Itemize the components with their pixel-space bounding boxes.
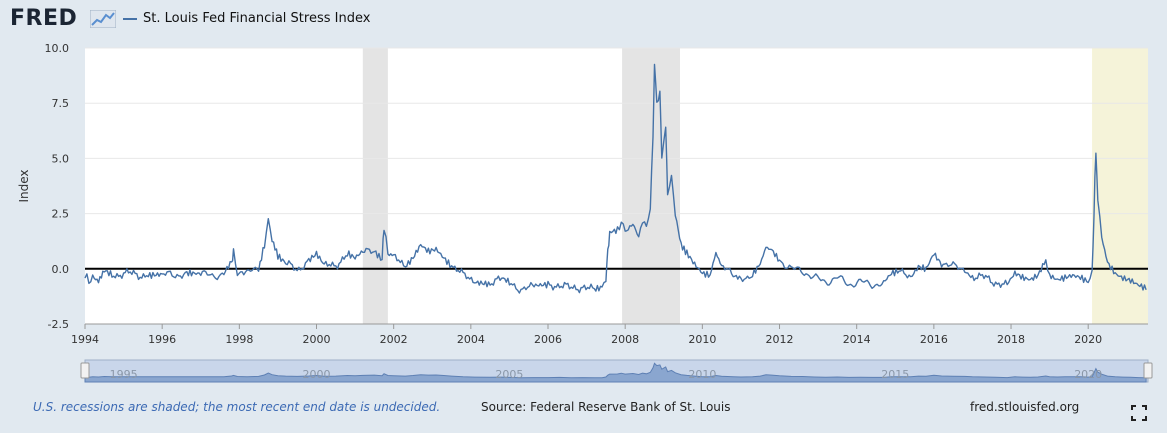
xtick-label-8: 2010: [688, 333, 716, 346]
xtick-label-13: 2020: [1074, 333, 1102, 346]
ytick-label-3: 5.0: [52, 152, 70, 165]
xtick-label-11: 2016: [920, 333, 948, 346]
navigator-handle-left[interactable]: [80, 362, 90, 379]
ytick-label-0: -2.5: [48, 318, 69, 331]
ytick-label-1: 0.0: [52, 263, 70, 276]
navigator-series: [84, 362, 1147, 383]
navigator-tick-5: 2020: [1074, 368, 1102, 381]
fred-logo[interactable]: FRED: [10, 6, 78, 31]
navigator-tick-4: 2015: [881, 368, 909, 381]
y-axis-label: Index: [17, 169, 31, 202]
source-text: Source: Federal Reserve Bank of St. Loui…: [481, 400, 731, 414]
xtick-label-0: 1994: [71, 333, 99, 346]
xtick-label-12: 2018: [997, 333, 1025, 346]
ytick-label-5: 10.0: [45, 42, 70, 55]
navigator-tick-2: 2005: [495, 368, 523, 381]
xtick-label-3: 2000: [303, 333, 331, 346]
xtick-label-9: 2012: [766, 333, 794, 346]
fullscreen-icon[interactable]: [1131, 405, 1147, 421]
recession-note: U.S. recessions are shaded; the most rec…: [33, 400, 441, 414]
xtick-label-5: 2004: [457, 333, 485, 346]
xtick-label-7: 2008: [611, 333, 639, 346]
navigator-handle-right[interactable]: [1143, 362, 1153, 379]
fred-graph-icon: [90, 10, 116, 28]
xtick-label-10: 2014: [843, 333, 871, 346]
navigator-tick-3: 2010: [688, 368, 716, 381]
xtick-label-2: 1998: [225, 333, 253, 346]
legend-label: St. Louis Fed Financial Stress Index: [143, 11, 371, 26]
navigator-tick-0: 1995: [110, 368, 138, 381]
site-link[interactable]: fred.stlouisfed.org: [970, 400, 1080, 414]
series-line: [84, 63, 1147, 294]
recession-band-2: [1092, 48, 1148, 324]
recession-band-0: [362, 48, 388, 324]
legend-swatch: [123, 17, 137, 20]
navigator-tick-1: 2000: [303, 368, 331, 381]
ytick-label-4: 7.5: [52, 97, 70, 110]
ytick-label-2: 2.5: [52, 208, 70, 221]
xtick-label-4: 2002: [380, 333, 408, 346]
xtick-label-1: 1996: [148, 333, 176, 346]
xtick-label-6: 2006: [534, 333, 562, 346]
chart-header: FRED St. Louis Fed Financial Stress Inde…: [0, 0, 1167, 38]
plot-area: [85, 48, 1148, 324]
legend[interactable]: St. Louis Fed Financial Stress Index: [123, 11, 370, 26]
